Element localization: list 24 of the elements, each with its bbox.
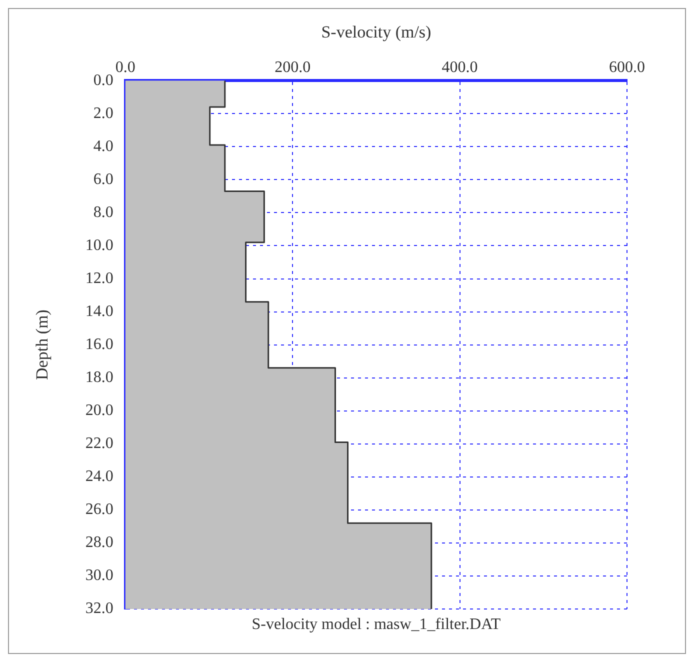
x-tick-label: 200.0 xyxy=(274,59,311,76)
y-tick-label: 16.0 xyxy=(85,336,114,354)
x-axis-title: S-velocity (m/s) xyxy=(321,22,432,42)
y-tick-label: 26.0 xyxy=(85,501,114,518)
y-tick-label: 10.0 xyxy=(85,236,114,254)
y-axis-title: Depth (m) xyxy=(32,310,52,380)
y-tick-label: 30.0 xyxy=(85,567,114,584)
y-tick-label: 8.0 xyxy=(93,204,114,221)
y-tick-label: 6.0 xyxy=(93,170,114,188)
y-tick-label: 22.0 xyxy=(85,435,114,452)
x-tick-label: 600.0 xyxy=(609,59,645,76)
y-tick-label: 18.0 xyxy=(85,369,114,386)
y-tick-label: 28.0 xyxy=(85,534,114,552)
text: S-velocity model : masw_1_filter.DAT xyxy=(252,616,501,634)
x-tick-label: 0.0 xyxy=(115,59,136,76)
y-tick-label: 4.0 xyxy=(93,138,114,155)
y-tick-label: 12.0 xyxy=(85,270,114,287)
x-tick-label: 400.0 xyxy=(442,59,478,76)
y-tick-label: 14.0 xyxy=(85,302,114,320)
y-tick-label: 24.0 xyxy=(85,468,114,486)
y-tick-label: 20.0 xyxy=(85,402,114,420)
y-tick-label: 0.0 xyxy=(93,72,114,89)
y-tick-label: 32.0 xyxy=(85,600,114,618)
y-tick-label: 2.0 xyxy=(93,104,114,122)
